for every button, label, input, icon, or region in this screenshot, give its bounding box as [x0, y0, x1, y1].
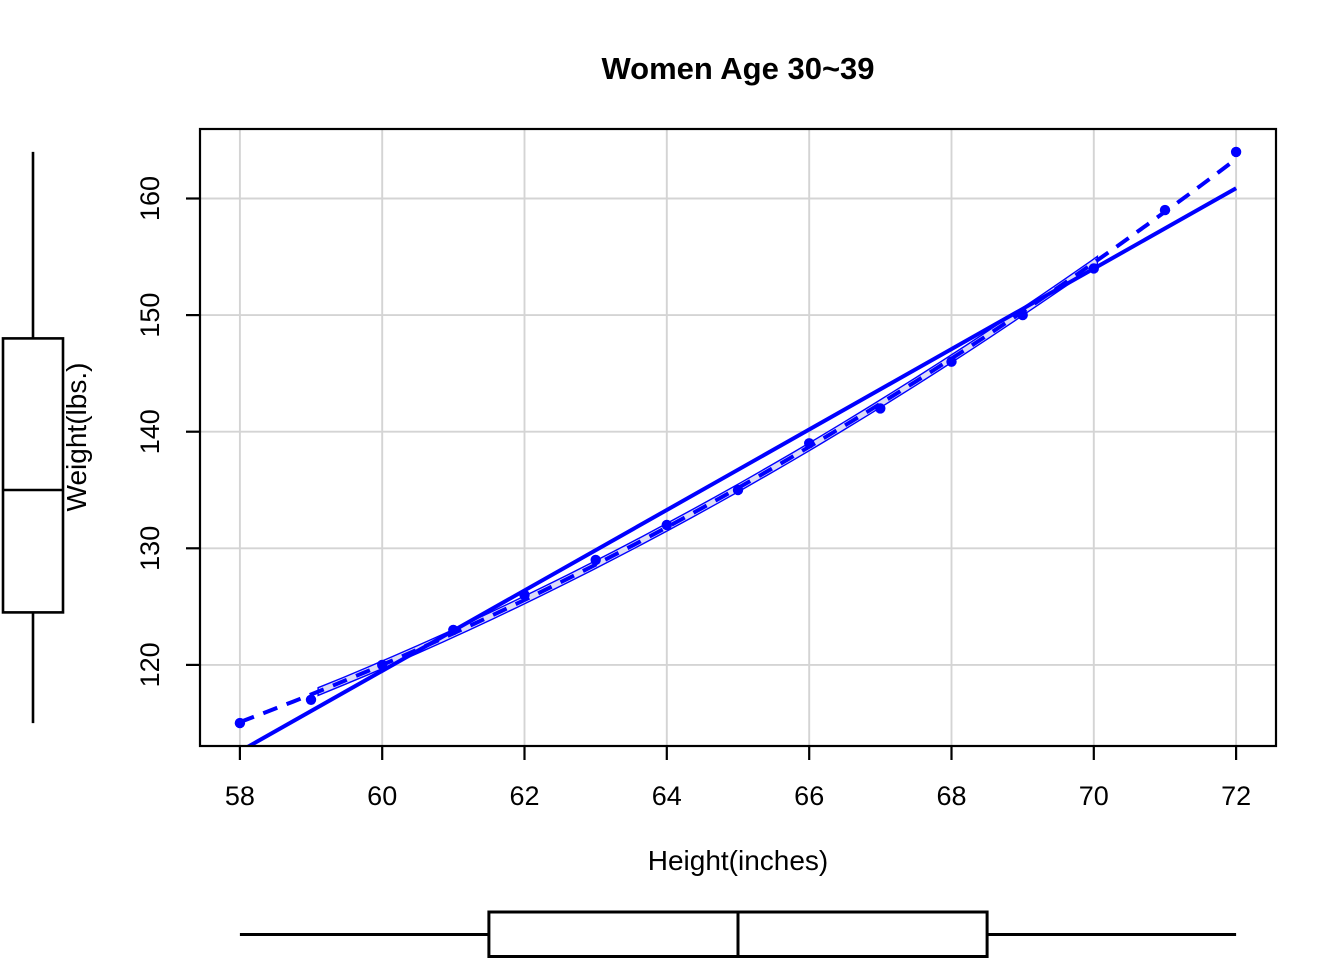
data-point [1230, 146, 1242, 158]
data-point [1017, 309, 1028, 321]
data-layer [234, 146, 1242, 746]
y-tick-label: 160 [135, 176, 165, 221]
y-tick-label: 120 [135, 642, 165, 687]
data-point [661, 519, 672, 531]
x-tick-label: 58 [225, 781, 255, 811]
y-tick-label: 140 [135, 409, 165, 454]
data-point [448, 624, 459, 636]
plot-border [198, 127, 1278, 748]
data-point [234, 717, 246, 729]
data-point [875, 403, 886, 414]
data-point [1159, 204, 1171, 216]
y-axis: 120 130 140 150 160 [135, 176, 199, 687]
data-point [1088, 263, 1100, 274]
confidence-band [317, 255, 1099, 697]
data-point [804, 438, 815, 449]
x-tick-label: 68 [936, 781, 966, 811]
x-tick-label: 62 [509, 781, 539, 811]
chart-title: Women Age 30~39 [601, 51, 874, 86]
y-axis-label: Weight(lbs.) [61, 363, 92, 512]
data-point [519, 589, 530, 601]
data-point [377, 659, 388, 671]
x-axis: 58 60 62 64 66 68 70 72 [225, 747, 1251, 811]
y-tick-label: 130 [135, 526, 165, 571]
x-tick-label: 64 [652, 781, 682, 811]
quadratic-fit-line [239, 157, 1238, 724]
linear-fit-line [245, 186, 1238, 746]
weight-marginal-boxplot [1, 151, 65, 724]
y-tick-label: 150 [135, 293, 165, 338]
x-tick-label: 70 [1079, 781, 1109, 811]
data-point [732, 484, 744, 496]
data-point [305, 694, 317, 705]
data-point [590, 554, 601, 566]
iqr-box [1, 337, 65, 614]
gridlines [200, 129, 1276, 746]
height-marginal-boxplot [239, 910, 1237, 958]
x-axis-label: Height(inches) [648, 845, 829, 876]
x-tick-label: 66 [794, 781, 824, 811]
data-point [946, 356, 957, 367]
x-tick-label: 60 [367, 781, 397, 811]
x-tick-label: 72 [1221, 781, 1251, 811]
